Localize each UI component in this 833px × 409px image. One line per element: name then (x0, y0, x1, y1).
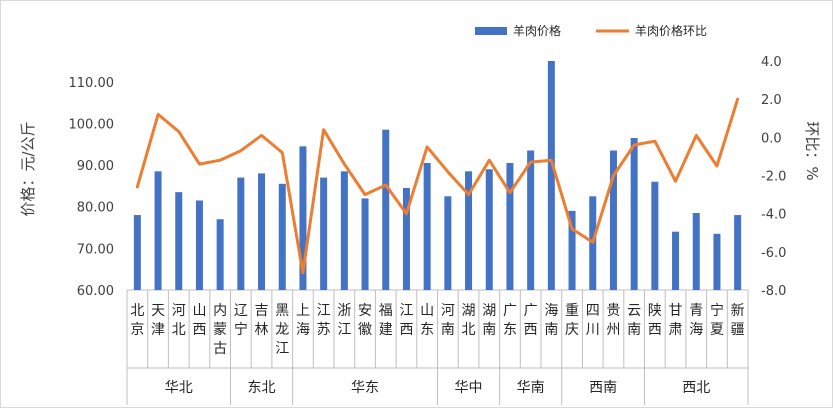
legend-label: 羊肉价格环比 (635, 23, 707, 38)
category-label: 甘肃 (669, 303, 683, 338)
price-bar (713, 233, 721, 290)
region-label: 华南 (517, 380, 545, 396)
category-label: 内蒙古 (213, 303, 227, 357)
category-label: 黑龙江 (275, 303, 289, 357)
category-label: 宁夏 (710, 302, 724, 338)
region-label: 西南 (589, 380, 617, 396)
price-bar (299, 146, 307, 290)
category-label: 辽宁 (234, 303, 248, 338)
category-label: 湖北 (462, 303, 476, 338)
category-label: 海南 (544, 303, 558, 338)
right-tick-label: -6.0 (761, 246, 786, 261)
category-label: 云南 (627, 303, 641, 338)
price-bar (382, 129, 390, 290)
right-axis-ticks: -8.0 -6.0 -4.0 -2.0 0.0 2.0 4.0 (761, 55, 786, 299)
category-label: 福建 (379, 303, 393, 338)
price-bar (133, 215, 141, 290)
price-bar (237, 177, 245, 290)
price-bar (175, 192, 183, 290)
price-bar (485, 169, 493, 290)
legend-label: 羊肉价格 (513, 23, 561, 38)
category-label: 江苏 (317, 303, 331, 338)
category-label: 上海 (296, 303, 310, 338)
category-label: 广西 (524, 303, 538, 338)
left-axis-label: 价格：元/公斤 (19, 121, 37, 216)
category-label: 四川 (586, 303, 600, 338)
price-bar (340, 171, 348, 290)
category-label: 贵州 (606, 303, 620, 338)
price-bar (547, 61, 555, 290)
category-label: 重庆 (565, 303, 579, 338)
region-label: 华北 (165, 380, 193, 396)
region-label: 华中 (455, 380, 483, 396)
price-bar (734, 215, 742, 290)
left-axis-ticks: 60.00 70.00 80.00 90.00 100.00 110.00 (69, 76, 115, 299)
left-tick-label: 60.00 (77, 284, 114, 299)
right-tick-label: 0.0 (761, 131, 782, 146)
category-label: 新疆 (731, 303, 745, 338)
left-tick-label: 70.00 (77, 242, 114, 257)
category-label: 广东 (503, 303, 517, 338)
price-bar (672, 231, 680, 290)
region-label: 西北 (682, 380, 710, 396)
category-label: 山东 (420, 303, 434, 338)
category-label: 安徽 (358, 303, 372, 338)
left-tick-label: 90.00 (77, 159, 114, 174)
category-label: 山西 (192, 303, 206, 338)
left-tick-label: 100.00 (69, 117, 115, 132)
price-bar (527, 150, 535, 290)
price-bar (278, 183, 286, 290)
category-label: 湖南 (482, 303, 496, 338)
price-bar (258, 173, 266, 290)
price-bar (465, 171, 473, 290)
price-bar (651, 181, 659, 290)
price-bar (154, 171, 162, 290)
price-bar (609, 150, 617, 290)
right-tick-label: -8.0 (761, 284, 786, 299)
price-bar (692, 212, 700, 290)
category-label: 青海 (689, 303, 703, 338)
legend: 羊肉价格 羊肉价格环比 (475, 23, 707, 38)
right-tick-label: 4.0 (761, 55, 782, 70)
category-label: 河南 (441, 303, 455, 338)
mom-line (135, 97, 740, 275)
legend-bar-swatch (475, 27, 507, 35)
category-label: 吉林 (255, 303, 269, 338)
category-axis: 北京天津河北山西内蒙古辽宁吉林黑龙江上海江苏浙江安徽福建江西山东河南湖北湖南广东… (126, 290, 749, 405)
left-tick-label: 110.00 (69, 76, 115, 91)
price-bar (195, 200, 203, 290)
price-bar (320, 177, 328, 290)
region-label: 东北 (248, 380, 276, 396)
price-bar (216, 219, 224, 290)
price-bar (506, 163, 514, 290)
category-label: 北京 (130, 303, 144, 338)
category-label: 江西 (399, 303, 413, 338)
price-bar (402, 187, 410, 290)
category-label: 陕西 (648, 303, 662, 338)
price-bar (361, 198, 369, 290)
category-label: 河北 (172, 303, 186, 338)
left-tick-label: 80.00 (77, 201, 114, 216)
price-bar (444, 196, 452, 290)
right-tick-label: -4.0 (761, 208, 786, 223)
price-bar (423, 163, 431, 290)
region-label: 华东 (351, 380, 379, 396)
price-bar (630, 138, 638, 290)
category-label: 天津 (151, 303, 165, 338)
right-tick-label: -2.0 (761, 170, 786, 185)
price-bar (568, 210, 576, 290)
right-tick-label: 2.0 (761, 93, 782, 108)
mom-series-line (135, 97, 740, 275)
price-bars (133, 61, 742, 290)
right-axis-label: 环比：% (803, 121, 821, 180)
category-label: 浙江 (337, 303, 351, 338)
